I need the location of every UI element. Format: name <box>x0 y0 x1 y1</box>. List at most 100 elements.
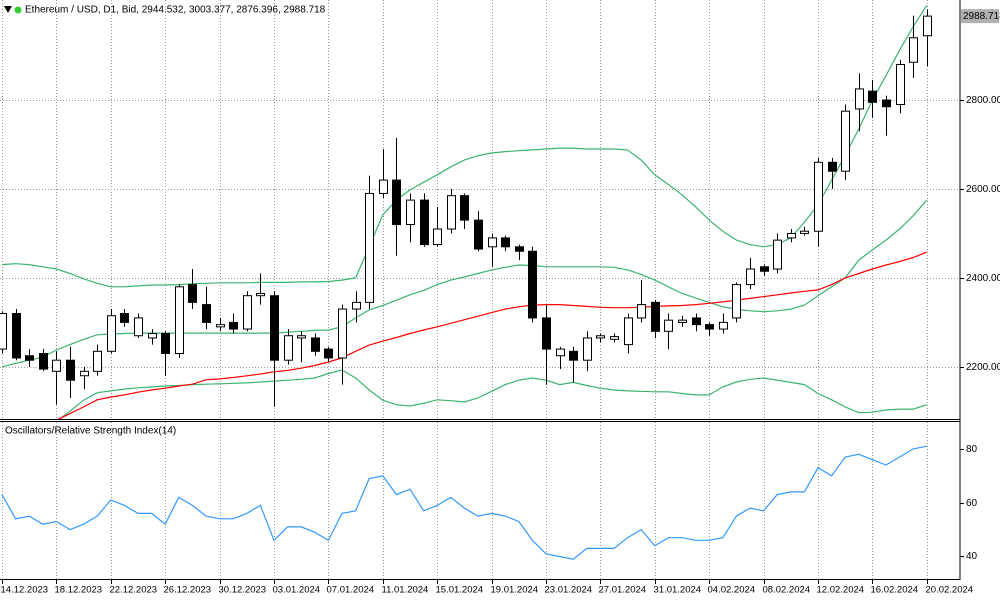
candle-body <box>392 179 401 226</box>
candle-body <box>120 313 129 323</box>
candle-body <box>637 304 646 319</box>
x-tick-label: 18.12.2023 <box>55 585 103 596</box>
candle-body <box>488 237 497 248</box>
x-tick-label: 31.01.2024 <box>654 585 702 596</box>
x-tick-label: 26.12.2023 <box>164 585 212 596</box>
candle-body <box>501 237 510 248</box>
chart-title: Ethereum / USD, D1, Bid, 2944.532, 3003.… <box>25 5 326 16</box>
candle-body <box>52 359 61 372</box>
candle-body <box>583 337 592 361</box>
candle-body <box>311 337 320 352</box>
indicator-line <box>1 4 928 288</box>
candle-body <box>297 335 306 339</box>
candle-body <box>909 37 918 63</box>
candle-body <box>814 161 823 232</box>
candle-body <box>773 239 782 270</box>
rsi-pane <box>1 445 927 560</box>
candle-body <box>284 335 293 361</box>
candle-body <box>760 266 769 272</box>
candle-body <box>256 292 265 297</box>
x-tick-label: 04.02.2024 <box>708 585 756 596</box>
candle-body <box>746 268 755 286</box>
candle-body <box>270 295 279 361</box>
candle-body <box>134 317 143 337</box>
y-tick-label: 60 <box>966 498 978 509</box>
candle-body <box>692 317 701 326</box>
candle-body <box>515 246 524 252</box>
candle-body <box>107 315 116 352</box>
candle-body <box>365 192 374 303</box>
candle-body <box>433 228 442 246</box>
price-label: 2988.718 <box>963 11 1000 22</box>
candle-body <box>338 308 347 359</box>
rsi-line <box>1 445 927 560</box>
candle-body <box>216 324 225 328</box>
candle-body <box>610 336 619 340</box>
candle-body <box>882 99 891 108</box>
x-tick-label: 15.01.2024 <box>436 585 484 596</box>
candle-body <box>868 90 877 103</box>
x-tick-label: 22.12.2023 <box>110 585 158 596</box>
candle-body <box>624 317 633 346</box>
candle-body <box>80 370 89 377</box>
candle-body <box>243 295 252 330</box>
candle-body <box>705 324 714 330</box>
indicator-line <box>57 251 928 419</box>
x-tick-label: 19.01.2024 <box>491 585 539 596</box>
x-tick-label: 27.01.2024 <box>599 585 647 596</box>
indicator-line <box>58 369 927 419</box>
candle-body <box>93 350 102 372</box>
candle-body <box>787 232 796 239</box>
candle-body <box>161 333 170 355</box>
candle-body <box>474 219 483 250</box>
candle-body <box>800 230 809 234</box>
x-tick-label: 14.12.2023 <box>1 585 49 596</box>
candle-body <box>460 195 469 221</box>
candle-body <box>841 110 850 172</box>
candle-body <box>651 301 660 332</box>
candle-body <box>556 348 565 357</box>
x-tick-label: 03.01.2024 <box>273 585 321 596</box>
candle-body <box>732 284 741 319</box>
candle-body <box>148 333 157 339</box>
x-tick-label: 16.02.2024 <box>871 585 919 596</box>
candle-body <box>406 199 415 226</box>
candle-body <box>447 195 456 230</box>
candle-body <box>569 350 578 361</box>
candle-body <box>352 301 361 310</box>
candle-body <box>896 63 905 105</box>
y-tick-label: 40 <box>966 551 978 562</box>
menu-triangle[interactable] <box>4 6 12 13</box>
candle-body <box>175 286 184 355</box>
candle-body <box>66 359 75 381</box>
candle-body <box>202 304 211 323</box>
candle-body <box>229 321 238 330</box>
y-tick-label: 80 <box>966 444 978 455</box>
candle-body <box>855 88 864 110</box>
candle-body <box>188 284 197 303</box>
x-tick-label: 20.02.2024 <box>926 585 974 596</box>
candle-body <box>420 199 429 246</box>
candle-body <box>678 319 687 323</box>
candle-body <box>379 179 388 194</box>
main-pane <box>0 4 932 419</box>
grid <box>0 0 960 579</box>
candle-body <box>596 335 605 339</box>
x-tick-label: 12.02.2024 <box>817 585 865 596</box>
x-tick-label: 08.02.2024 <box>763 585 811 596</box>
status-dot <box>14 6 22 14</box>
y-tick-label: 2600.000 <box>966 184 1000 195</box>
y-tick-label: 2400.000 <box>966 273 1000 284</box>
price-label-box <box>961 9 999 24</box>
candle-body <box>25 355 34 361</box>
x-tick-label: 11.01.2024 <box>382 585 429 596</box>
candle-body <box>0 313 7 350</box>
x-tick-label: 23.01.2024 <box>545 585 593 596</box>
candle-body <box>39 353 48 370</box>
y-tick-label: 2800.000 <box>966 95 1000 106</box>
candle-body <box>542 317 551 350</box>
candle-body <box>12 313 21 359</box>
x-tick-label: 07.01.2024 <box>327 585 375 596</box>
axes: 14.12.2023 18.12.2023 22.12.2023 26.12.2023… <box>1 9 1000 596</box>
